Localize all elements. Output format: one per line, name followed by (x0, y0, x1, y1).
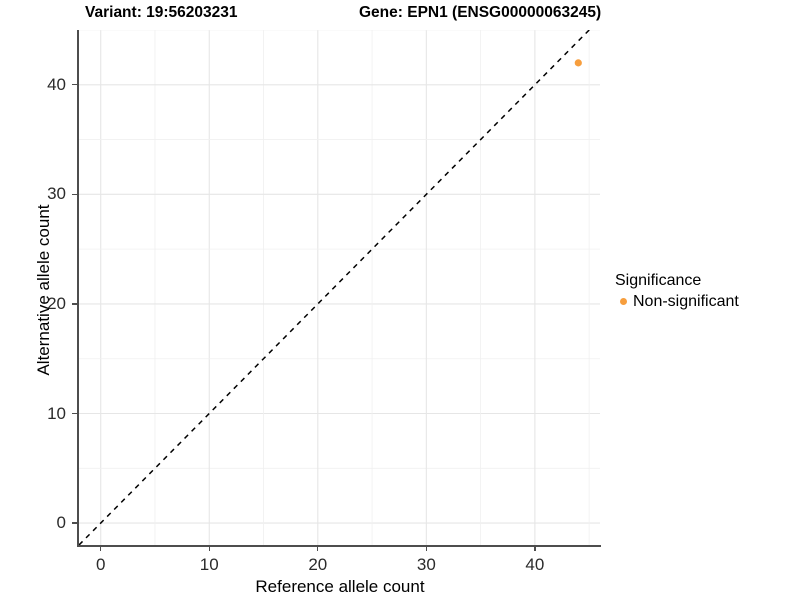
x-tick-label-30: 30 (416, 555, 436, 574)
y-tick-label-20: 20 (47, 293, 66, 313)
legend-title: Significance (615, 272, 702, 289)
y-tick-label-0: 0 (56, 513, 66, 533)
identity-line (79, 30, 591, 545)
y-tick-label-10: 10 (47, 403, 66, 423)
legend-point-icon (615, 293, 632, 310)
legend-item[interactable]: Non-significant (615, 291, 739, 312)
x-tick-label-10: 10 (199, 555, 219, 574)
y-tick-label-30: 30 (47, 184, 66, 204)
y-axis-line (77, 30, 79, 546)
y-tick-label-40: 40 (47, 74, 66, 94)
gridlines (79, 30, 600, 545)
data-point[interactable] (574, 59, 582, 67)
y-tick-mark-30 (72, 193, 77, 196)
x-tick-mark-30 (425, 546, 428, 551)
plot-panel (79, 30, 600, 545)
legend-label: Non-significant (633, 293, 739, 310)
legend: Significance Non-significant (615, 271, 739, 312)
x-tick-mark-40 (534, 546, 536, 551)
legend-dot (620, 298, 627, 305)
y-tick-mark-20 (72, 303, 77, 305)
x-tick-label-40: 40 (525, 555, 545, 574)
y-axis-label: Alternative allele count (34, 204, 53, 376)
x-tick-mark-20 (317, 546, 319, 551)
x-tick-mark-0 (100, 546, 102, 551)
y-tick-mark-10 (72, 412, 77, 415)
x-axis-line (77, 545, 601, 547)
y-tick-mark-40 (72, 84, 77, 86)
x-tick-mark-10 (208, 546, 210, 551)
variant-title: Variant: 19:56203231 (85, 4, 238, 21)
data-layer (79, 30, 591, 545)
x-axis-label: Reference allele count (255, 577, 425, 596)
gene-title: Gene: EPN1 (ENSG00000063245) (359, 4, 602, 21)
y-tick-mark-0 (72, 522, 77, 524)
x-tick-label-20: 20 (308, 555, 328, 574)
legend-entries: Non-significant (615, 291, 739, 312)
x-tick-label-0: 0 (95, 555, 106, 574)
